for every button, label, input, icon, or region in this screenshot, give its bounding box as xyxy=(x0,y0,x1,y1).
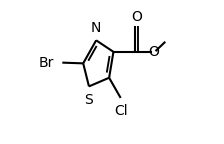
Text: Br: Br xyxy=(39,56,54,70)
Text: O: O xyxy=(148,45,159,59)
Text: N: N xyxy=(90,21,101,35)
Text: S: S xyxy=(85,93,93,107)
Text: Cl: Cl xyxy=(114,104,127,118)
Text: O: O xyxy=(131,11,142,24)
